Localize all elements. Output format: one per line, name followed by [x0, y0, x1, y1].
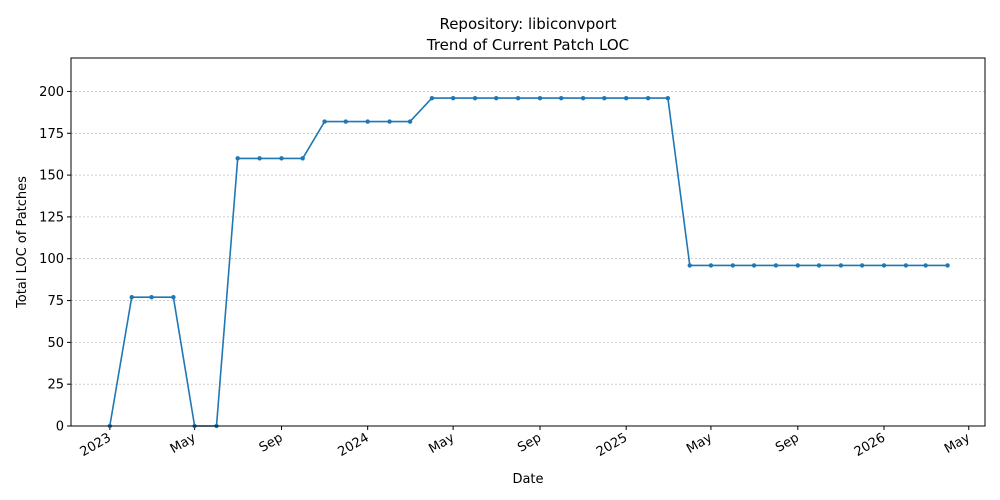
data-point — [708, 263, 714, 268]
y-tick-label: 25 — [47, 378, 64, 393]
chart-title: Repository: libiconvport — [439, 15, 616, 33]
x-tick-label: Sep — [257, 430, 286, 455]
x-axis-label: Date — [512, 472, 543, 487]
x-tick-label: 2025 — [594, 430, 630, 460]
chart-subtitle: Trend of Current Patch LOC — [426, 36, 629, 54]
y-tick-label: 100 — [39, 252, 64, 267]
y-tick-label: 200 — [39, 85, 64, 100]
data-point — [235, 156, 240, 161]
data-point — [816, 263, 822, 268]
y-tick-label: 125 — [39, 210, 64, 225]
data-point — [602, 95, 607, 101]
x-axis: 2023 May Sep 2024 May Sep 2025 May Sep 2026 May — [78, 426, 973, 460]
data-point — [751, 263, 757, 268]
data-point — [773, 263, 779, 268]
y-axis: 0 25 50 75 100 125 150 175 200 — [39, 85, 71, 435]
plot-series — [107, 95, 950, 429]
y-tick-label: 150 — [39, 169, 64, 184]
y-gridlines — [71, 91, 985, 427]
x-tick-label: May — [942, 430, 973, 457]
data-point — [429, 95, 435, 101]
data-point — [472, 95, 478, 101]
y-tick-label: 50 — [47, 336, 64, 351]
data-point — [687, 263, 692, 268]
data-point — [171, 295, 176, 300]
series-line — [109, 97, 948, 427]
y-tick-label: 0 — [56, 420, 64, 435]
data-point — [645, 95, 651, 101]
x-tick-label: Sep — [515, 430, 544, 455]
data-point — [494, 95, 499, 101]
data-point — [387, 119, 392, 124]
y-axis-label: Total LOC of Patches — [15, 176, 30, 309]
x-tick-label: May — [684, 430, 715, 457]
data-point — [300, 156, 305, 161]
x-tick-label: May — [426, 430, 457, 457]
data-point — [322, 119, 327, 124]
data-point — [881, 263, 887, 268]
data-point — [903, 263, 909, 268]
data-point — [623, 95, 629, 101]
data-point — [515, 95, 521, 101]
data-point — [450, 95, 456, 101]
data-point — [795, 263, 801, 268]
data-point — [537, 95, 543, 101]
plot-frame — [70, 57, 986, 427]
data-point — [730, 263, 736, 268]
data-point — [343, 119, 348, 124]
x-tick-label: Sep — [773, 430, 802, 455]
data-point — [859, 263, 865, 268]
data-point — [407, 119, 413, 124]
data-point — [129, 295, 134, 300]
data-point — [365, 119, 370, 124]
x-tick-label: 2024 — [336, 430, 372, 460]
data-point — [838, 263, 844, 268]
data-point — [558, 95, 564, 101]
data-point — [945, 263, 950, 268]
x-tick-label: May — [168, 430, 199, 457]
data-point — [257, 156, 262, 161]
y-tick-label: 75 — [47, 294, 64, 309]
data-point — [665, 95, 671, 101]
x-tick-label: 2023 — [78, 430, 114, 460]
x-tick-label: 2026 — [852, 430, 888, 460]
data-point — [923, 263, 928, 268]
data-point — [580, 95, 586, 101]
data-point — [279, 156, 284, 161]
y-tick-label: 175 — [39, 127, 64, 142]
data-point — [149, 295, 154, 300]
